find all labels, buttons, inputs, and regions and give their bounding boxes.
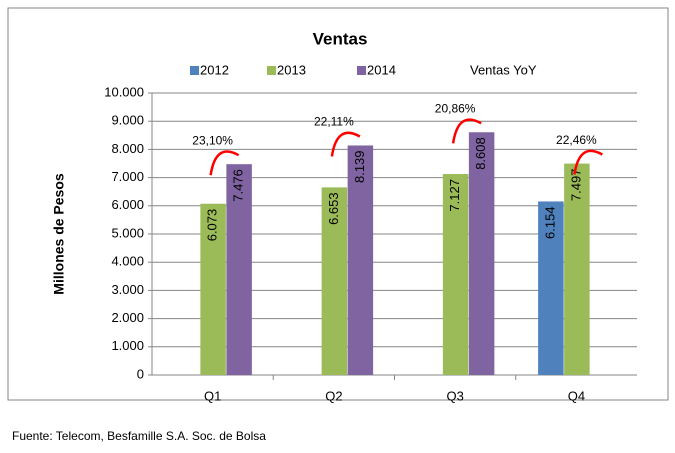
legend-label: 2014 [367, 62, 396, 77]
bar [226, 164, 252, 375]
legend-label: 2012 [200, 62, 229, 77]
y-axis-title: Millones de Pesos [51, 173, 67, 295]
data-label: 6.073 [205, 209, 220, 242]
bar [538, 201, 564, 375]
yoy-label: 23,10% [192, 133, 233, 147]
yoy-label: 20,86% [435, 101, 476, 115]
y-tick-label: 8.000 [111, 141, 144, 156]
x-tick-label: Q2 [325, 388, 342, 403]
x-tick-label: Q3 [446, 388, 463, 403]
data-label: 8.608 [473, 137, 488, 170]
source-note: Fuente: Telecom, Besfamille S.A. Soc. de… [12, 429, 266, 443]
y-tick-label: 9.000 [111, 113, 144, 128]
data-label: 8.139 [352, 150, 367, 183]
yoy-arc [573, 149, 603, 175]
yoy-label: 22,11% [314, 115, 354, 129]
yoy-arc [209, 150, 240, 176]
chart-title: Ventas [313, 29, 368, 48]
x-tick-label: Q4 [568, 388, 585, 403]
y-tick-label: 7.000 [111, 169, 144, 184]
legend-label: 2013 [277, 62, 306, 77]
bar [468, 132, 495, 375]
y-tick-label: 10.000 [104, 84, 144, 99]
data-label: 7.476 [231, 169, 246, 202]
y-tick-label: 6.000 [111, 197, 144, 212]
y-tick-label: 3.000 [111, 282, 144, 297]
yoy-arc [330, 131, 361, 157]
data-label: 7.497 [568, 169, 583, 202]
bar [200, 203, 226, 375]
y-tick-label: 1.000 [111, 338, 144, 353]
data-label: 6.154 [542, 206, 557, 239]
data-label: 7.127 [447, 179, 462, 212]
legend-label: Ventas YoY [470, 62, 537, 77]
legend-swatch [357, 66, 366, 75]
yoy-label: 22,46% [556, 133, 597, 147]
bar [442, 174, 469, 375]
y-tick-label: 0 [137, 366, 144, 381]
y-tick-label: 4.000 [111, 254, 144, 269]
y-tick-label: 2.000 [111, 310, 144, 325]
legend-swatch [267, 66, 276, 75]
bar [347, 145, 374, 375]
y-tick-label: 5.000 [111, 225, 144, 240]
yoy-arc [451, 118, 482, 144]
data-label: 6.653 [326, 192, 341, 225]
x-tick-label: Q1 [204, 388, 221, 403]
legend-swatch [190, 66, 199, 75]
bar [564, 163, 590, 375]
bar [321, 187, 348, 375]
